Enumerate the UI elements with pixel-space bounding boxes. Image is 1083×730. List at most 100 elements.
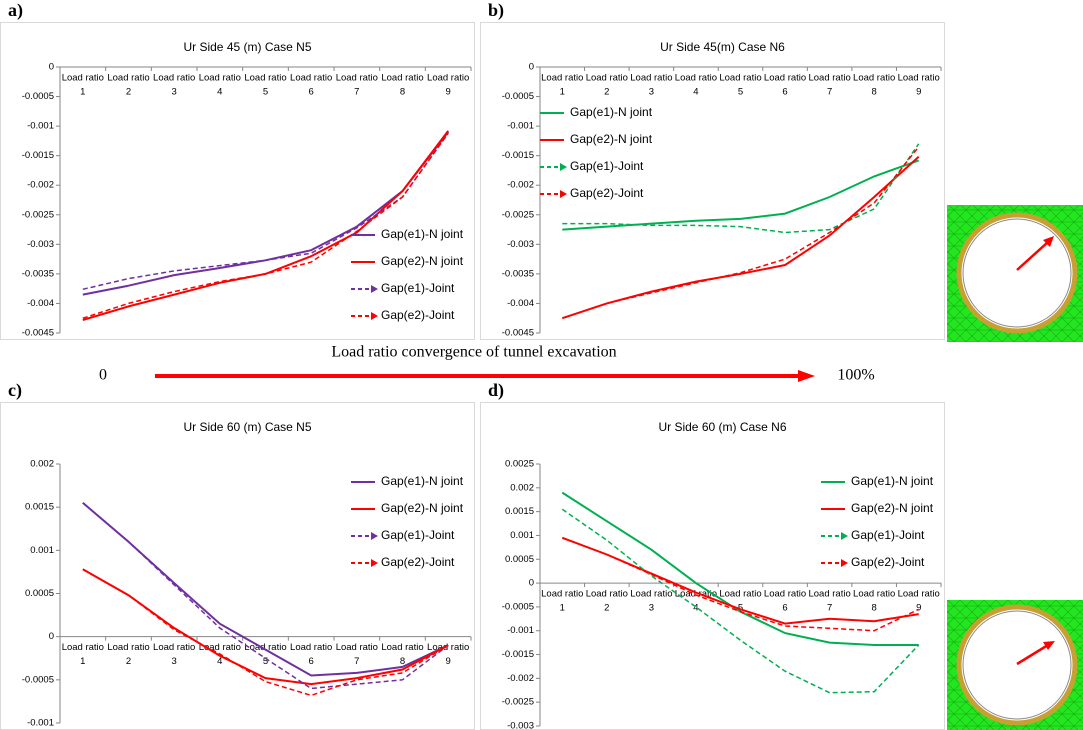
y-tick-label: 0.0005 (25, 588, 54, 599)
x-tick-prefix: Load ratio (427, 73, 469, 84)
x-tick-prefix: Load ratio (541, 589, 583, 600)
y-tick-label: -0.0045 (502, 328, 534, 339)
x-tick-label: 1 (80, 87, 85, 98)
y-tick-label: -0.0035 (22, 268, 54, 279)
chart-panel: a)Ur Side 45 (m) Case N50-0.0005-0.001-0… (1, 0, 475, 339)
figure: Load ratio convergence of tunnel excavat… (0, 0, 1083, 730)
y-tick-label: -0.001 (507, 121, 534, 132)
x-tick-label: 9 (916, 87, 921, 98)
tunnel-image (947, 205, 1083, 342)
x-tick-label: 3 (172, 87, 177, 98)
chart-panel: b)Ur Side 45(m) Case N60-0.0005-0.001-0.… (481, 0, 945, 339)
legend-label: Gap(e2)-N joint (851, 501, 934, 515)
x-tick-prefix: Load ratio (381, 73, 423, 84)
legend-label: Gap(e1)-Joint (851, 528, 925, 542)
y-tick-label: -0.0015 (502, 150, 534, 161)
y-tick-label: -0.0015 (22, 150, 54, 161)
x-tick-label: 6 (782, 603, 787, 614)
x-tick-label: 7 (354, 656, 359, 667)
annotation-end: 100% (837, 367, 874, 384)
progress-arrowhead (798, 370, 815, 382)
x-tick-prefix: Load ratio (62, 642, 104, 653)
chart-title: Ur Side 60 (m) Case N5 (183, 420, 311, 434)
x-tick-prefix: Load ratio (381, 642, 423, 653)
chart-title: Ur Side 45 (m) Case N5 (183, 40, 311, 54)
y-tick-label: -0.0025 (502, 697, 534, 708)
x-tick-prefix: Load ratio (808, 589, 850, 600)
x-tick-prefix: Load ratio (290, 73, 332, 84)
x-tick-label: 8 (400, 87, 405, 98)
legend-label: Gap(e1)-Joint (570, 159, 644, 173)
x-tick-prefix: Load ratio (719, 589, 761, 600)
x-tick-prefix: Load ratio (630, 73, 672, 84)
y-tick-label: -0.004 (507, 298, 534, 309)
y-tick-label: -0.0005 (502, 91, 534, 102)
y-tick-label: 0 (49, 631, 54, 642)
annotation-start: 0 (99, 367, 107, 384)
chart-panel: c)Ur Side 60 (m) Case N50.0020.00150.001… (1, 380, 475, 729)
legend-label: Gap(e1)-N joint (851, 474, 934, 488)
x-tick-prefix: Load ratio (336, 642, 378, 653)
x-tick-prefix: Load ratio (898, 589, 940, 600)
x-tick-prefix: Load ratio (244, 642, 286, 653)
y-tick-label: -0.001 (27, 121, 54, 132)
legend-label: Gap(e1)-N joint (381, 227, 464, 241)
y-tick-label: -0.002 (507, 673, 534, 684)
x-tick-prefix: Load ratio (586, 73, 628, 84)
x-tick-label: 2 (604, 603, 609, 614)
x-tick-label: 9 (446, 87, 451, 98)
y-tick-label: -0.002 (507, 180, 534, 191)
y-tick-label: 0 (49, 62, 54, 73)
legend-label: Gap(e2)-Joint (381, 555, 455, 569)
x-tick-prefix: Load ratio (764, 73, 806, 84)
y-tick-label: -0.003 (507, 721, 534, 730)
x-tick-label: 8 (872, 603, 877, 614)
y-tick-label: -0.003 (507, 239, 534, 250)
x-tick-label: 4 (217, 87, 222, 98)
x-tick-label: 8 (872, 87, 877, 98)
panel-label: b) (488, 0, 504, 21)
y-tick-label: -0.001 (507, 625, 534, 636)
x-tick-label: 1 (560, 87, 565, 98)
x-tick-prefix: Load ratio (107, 73, 149, 84)
chart-title: Ur Side 60 (m) Case N6 (658, 420, 786, 434)
x-tick-prefix: Load ratio (853, 589, 895, 600)
y-tick-label: 0.0005 (505, 554, 534, 565)
x-tick-prefix: Load ratio (808, 73, 850, 84)
legend-label: Gap(e2)-Joint (381, 308, 455, 322)
x-tick-prefix: Load ratio (898, 73, 940, 84)
y-tick-label: 0.002 (510, 482, 534, 493)
y-tick-label: -0.001 (27, 718, 54, 729)
x-tick-label: 4 (693, 87, 698, 98)
x-tick-prefix: Load ratio (336, 73, 378, 84)
x-tick-prefix: Load ratio (290, 642, 332, 653)
annotation: Load ratio convergence of tunnel excavat… (331, 344, 616, 361)
x-tick-prefix: Load ratio (541, 73, 583, 84)
legend-label: Gap(e2)-N joint (381, 501, 464, 515)
x-tick-label: 9 (916, 603, 921, 614)
legend-label: Gap(e2)-Joint (851, 555, 925, 569)
x-tick-label: 2 (126, 656, 131, 667)
x-tick-label: 6 (309, 87, 314, 98)
x-tick-prefix: Load ratio (62, 73, 104, 84)
legend-label: Gap(e1)-N joint (381, 474, 464, 488)
legend-label: Gap(e2)-N joint (570, 132, 653, 146)
x-tick-prefix: Load ratio (630, 589, 672, 600)
x-tick-prefix: Load ratio (107, 642, 149, 653)
y-tick-label: 0.0025 (505, 459, 534, 470)
y-tick-label: -0.003 (27, 239, 54, 250)
x-tick-label: 5 (738, 87, 743, 98)
x-tick-label: 1 (80, 656, 85, 667)
y-tick-label: -0.002 (27, 180, 54, 191)
x-tick-label: 6 (309, 656, 314, 667)
y-tick-label: -0.0035 (502, 268, 534, 279)
y-tick-label: 0.002 (30, 459, 54, 470)
panel-label: c) (8, 380, 22, 401)
y-tick-label: 0 (529, 578, 534, 589)
legend-label: Gap(e1)-Joint (381, 281, 455, 295)
y-tick-label: -0.0025 (502, 209, 534, 220)
chart-panel: d)Ur Side 60 (m) Case N60.00250.0020.001… (481, 380, 945, 730)
x-tick-label: 4 (217, 656, 222, 667)
x-tick-prefix: Load ratio (199, 73, 241, 84)
y-tick-label: -0.0015 (502, 649, 534, 660)
